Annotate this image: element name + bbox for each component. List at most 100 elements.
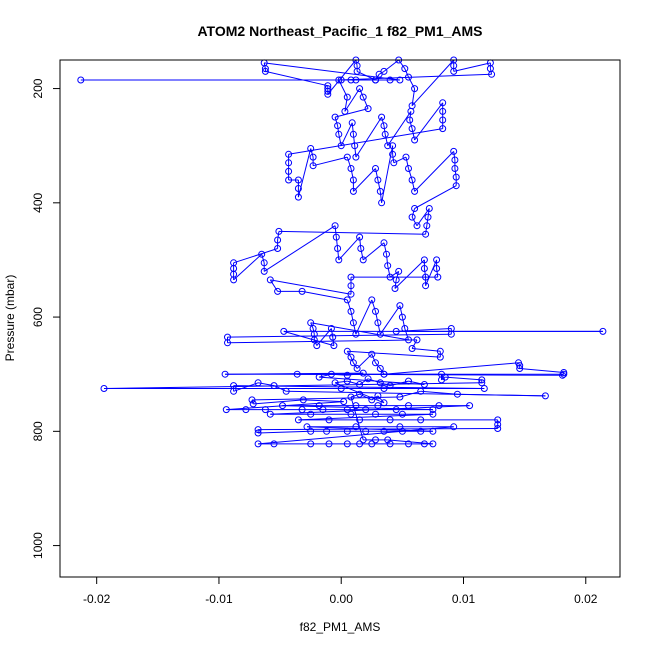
- data-point: [439, 107, 447, 115]
- data-point: [376, 330, 384, 338]
- series-segment: [347, 380, 360, 385]
- data-point: [334, 245, 342, 252]
- y-axis: 200 400 600 800 1000: [31, 78, 61, 559]
- data-point: [274, 245, 282, 252]
- data-point: [420, 265, 428, 272]
- data-point: [254, 426, 262, 434]
- series-segment: [409, 119, 413, 129]
- data-point: [411, 187, 419, 195]
- data-point: [494, 416, 502, 424]
- series-segment: [350, 393, 360, 398]
- data-point: [298, 287, 306, 295]
- series-segment: [335, 380, 348, 384]
- data-point: [368, 440, 376, 448]
- series-segment: [227, 333, 452, 338]
- series-segment: [398, 59, 406, 69]
- data-point: [378, 113, 386, 121]
- data-point: [293, 370, 301, 378]
- data-point: [384, 142, 392, 150]
- data-point: [279, 402, 286, 410]
- series-segment: [392, 154, 395, 163]
- series-segment: [395, 271, 400, 281]
- data-point: [372, 410, 379, 418]
- data-point: [364, 375, 372, 383]
- series-segment: [310, 148, 314, 158]
- data-point: [396, 302, 404, 310]
- data-point: [429, 427, 437, 435]
- data-point: [392, 276, 400, 284]
- series-segment: [278, 230, 426, 235]
- data-point: [349, 187, 357, 195]
- data-point: [372, 165, 379, 172]
- data-point: [337, 142, 345, 150]
- data-point: [599, 327, 607, 335]
- series-segment: [394, 279, 397, 289]
- data-point: [266, 276, 274, 284]
- data-point: [230, 276, 238, 284]
- series-segment: [258, 426, 454, 445]
- series-segment: [298, 413, 433, 421]
- data-point: [417, 416, 425, 424]
- series-segment: [227, 339, 418, 344]
- data-point: [294, 176, 302, 184]
- data-point: [224, 339, 231, 347]
- data-point: [396, 76, 404, 84]
- series-segment: [380, 382, 391, 387]
- series-segment: [379, 191, 383, 203]
- series-segment: [377, 322, 381, 335]
- data-point: [451, 156, 459, 164]
- data-point: [422, 273, 430, 281]
- series-segment: [338, 73, 492, 81]
- data-point: [368, 350, 376, 358]
- data-point: [380, 399, 388, 407]
- data-point: [516, 362, 524, 370]
- series-segment: [352, 322, 357, 335]
- series-segment: [411, 339, 418, 349]
- series-segment: [411, 179, 416, 192]
- data-point: [349, 130, 357, 138]
- data-point: [315, 402, 323, 410]
- series-segment: [454, 168, 457, 178]
- data-point: [307, 145, 315, 152]
- data-point: [439, 116, 447, 124]
- data-point: [362, 406, 370, 414]
- data-point: [559, 371, 566, 379]
- x-axis-label: f82_PM1_AMS: [300, 620, 381, 634]
- data-point: [340, 398, 348, 406]
- data-point: [376, 187, 384, 195]
- series-segment: [334, 108, 369, 118]
- data-point: [391, 285, 399, 292]
- data-point: [372, 307, 379, 315]
- data-point: [441, 373, 449, 381]
- data-point: [349, 176, 357, 184]
- series-segment: [258, 430, 311, 434]
- data-point: [356, 440, 364, 448]
- data-point: [422, 230, 430, 238]
- data-point: [356, 416, 364, 424]
- data-point: [280, 327, 288, 335]
- data-point: [402, 153, 410, 161]
- data-point: [359, 93, 367, 101]
- data-point: [248, 396, 256, 404]
- series-segment: [334, 225, 337, 238]
- series-segment: [375, 362, 381, 369]
- data-point: [405, 336, 412, 344]
- series-segment: [381, 116, 385, 126]
- data-point: [258, 250, 266, 258]
- data-point: [249, 400, 257, 408]
- series-segment: [362, 242, 385, 261]
- series-segment: [387, 265, 391, 278]
- series-segment: [346, 299, 352, 312]
- data-point: [398, 410, 406, 418]
- data-point: [307, 410, 315, 418]
- series-segment: [337, 125, 340, 135]
- data-point: [327, 370, 335, 378]
- series-segment: [288, 128, 443, 155]
- data-point: [254, 429, 262, 437]
- data-point: [372, 76, 379, 84]
- data-point: [374, 176, 382, 184]
- data-point: [396, 423, 404, 431]
- series-segment: [347, 350, 441, 358]
- data-point: [331, 379, 339, 387]
